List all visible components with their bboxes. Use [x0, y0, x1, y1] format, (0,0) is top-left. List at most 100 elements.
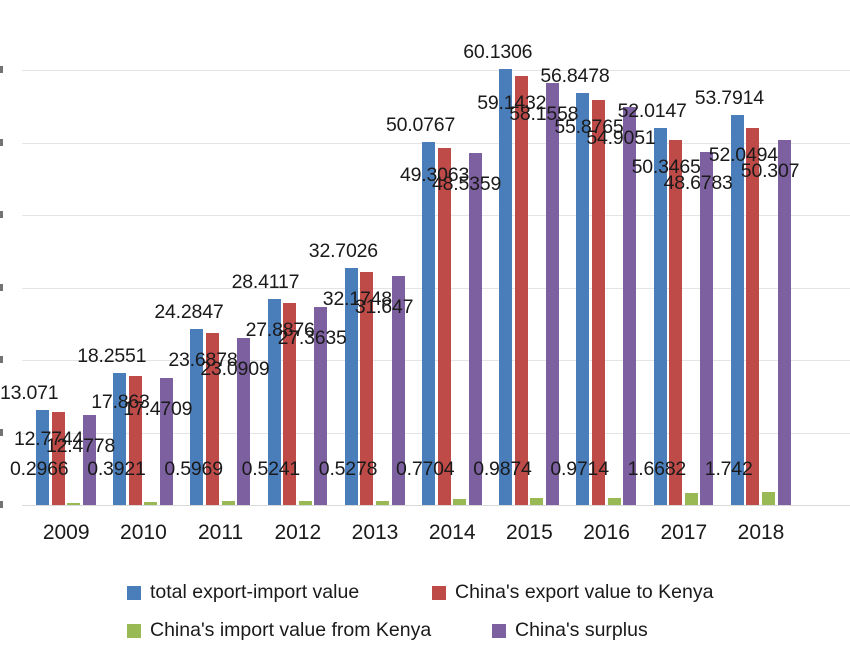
bar[interactable] — [761, 492, 775, 505]
bar[interactable] — [51, 412, 65, 505]
bar[interactable] — [499, 69, 513, 505]
category-label: 2017 — [660, 521, 708, 544]
data-label: 54.9051 — [586, 126, 656, 149]
bar[interactable] — [530, 497, 544, 505]
data-label: 27.3635 — [277, 326, 347, 349]
bar[interactable] — [190, 328, 204, 505]
bar[interactable] — [684, 492, 698, 505]
category-label: 2015 — [506, 521, 553, 544]
bar[interactable] — [730, 115, 744, 505]
bar-group — [653, 0, 716, 506]
bar[interactable] — [623, 106, 637, 505]
bar[interactable] — [746, 127, 760, 505]
bar[interactable] — [314, 306, 328, 505]
legend-swatch-icon — [432, 586, 446, 600]
bar[interactable] — [205, 333, 219, 505]
data-label: 0.9714 — [550, 458, 609, 480]
bar[interactable] — [437, 147, 451, 505]
legend-swatch-icon — [127, 586, 141, 600]
bar[interactable] — [360, 271, 374, 505]
gridline — [22, 432, 850, 434]
bar[interactable] — [653, 127, 667, 505]
bar[interactable] — [391, 275, 405, 505]
data-label: 59.1432 — [477, 92, 547, 115]
legend-swatch-icon — [127, 624, 141, 638]
data-label: 12.4778 — [46, 434, 116, 457]
legend-item[interactable]: China's export value to Kenya — [432, 580, 713, 606]
bar[interactable] — [545, 83, 559, 505]
bar-group — [576, 0, 638, 506]
data-label: 32.1748 — [322, 287, 392, 310]
bar[interactable] — [344, 267, 358, 505]
chart-legend: total export-import value China's export … — [0, 574, 850, 650]
bar[interactable] — [669, 140, 683, 505]
y-axis-tick — [0, 428, 3, 436]
gridline — [22, 142, 850, 144]
gridline — [22, 360, 850, 361]
category-label: 2011 — [198, 521, 244, 544]
data-label: 55.8765 — [554, 115, 624, 138]
bar[interactable] — [67, 502, 81, 505]
legend-label: China's surplus — [515, 619, 648, 642]
bar[interactable] — [82, 414, 96, 505]
bar-group — [267, 0, 330, 506]
bar[interactable] — [607, 497, 621, 505]
data-label: 58.1558 — [509, 103, 579, 126]
legend-label: China's import value from Kenya — [150, 619, 432, 642]
gridline — [22, 70, 850, 71]
bar[interactable] — [422, 141, 435, 505]
bar[interactable] — [221, 500, 235, 505]
category-label: 2016 — [583, 521, 630, 544]
bar[interactable] — [375, 501, 389, 505]
bar-group — [36, 0, 98, 506]
data-label: 49.3063 — [400, 163, 470, 186]
legend-item[interactable]: China's surplus — [492, 618, 648, 644]
data-label: 60.1306 — [463, 41, 533, 64]
bar[interactable] — [700, 152, 714, 505]
category-axis-line — [22, 505, 850, 506]
bar-group — [422, 0, 484, 506]
data-label: 50.307 — [740, 160, 800, 183]
bar-group — [499, 0, 561, 506]
data-label: 50.3465 — [631, 155, 701, 178]
bar[interactable] — [453, 499, 467, 505]
bar[interactable] — [514, 76, 528, 505]
data-label: 17.4709 — [123, 398, 193, 421]
data-label: 52.0147 — [617, 99, 687, 122]
bar[interactable] — [128, 375, 142, 505]
bar[interactable] — [468, 153, 482, 505]
data-label: 48.6783 — [663, 172, 733, 195]
data-label: 52.0494 — [708, 143, 778, 166]
bar[interactable] — [298, 501, 312, 505]
bar[interactable] — [777, 140, 791, 505]
category-label: 2010 — [120, 521, 167, 544]
bar[interactable] — [267, 299, 281, 505]
legend-item[interactable]: total export-import value — [127, 580, 359, 606]
category-label: 2012 — [274, 521, 322, 544]
data-label: 17.863 — [91, 391, 150, 414]
data-label: 1.742 — [704, 458, 753, 480]
bar[interactable] — [591, 99, 605, 505]
data-label: 23.6878 — [168, 349, 238, 372]
bar[interactable] — [113, 372, 127, 505]
bar[interactable] — [159, 378, 173, 505]
bar[interactable] — [283, 302, 297, 505]
data-label: 56.8478 — [540, 64, 610, 87]
data-label: 28.4117 — [231, 271, 300, 293]
gridline — [22, 287, 850, 289]
category-axis: 2009 2010 2011 2012 2013 2014 2015 2016 2017 2018 — [0, 506, 850, 568]
legend-item[interactable]: China's import value from Kenya — [127, 618, 431, 644]
legend-label: total export-import value — [150, 581, 360, 604]
bar[interactable] — [237, 337, 251, 505]
bar-group — [113, 0, 175, 506]
bar[interactable] — [144, 502, 158, 505]
plot-area: 13.071 12.7744 0.2966 12.4778 18.2551 17.863 0… — [0, 0, 850, 508]
bar[interactable] — [36, 410, 49, 505]
bar[interactable] — [576, 92, 590, 505]
data-label: 0.9874 — [473, 458, 532, 480]
data-label: 27.8876 — [245, 318, 315, 341]
y-axis-tick — [0, 501, 3, 508]
legend-swatch-icon — [492, 624, 506, 638]
data-label: 32.7026 — [308, 239, 378, 262]
